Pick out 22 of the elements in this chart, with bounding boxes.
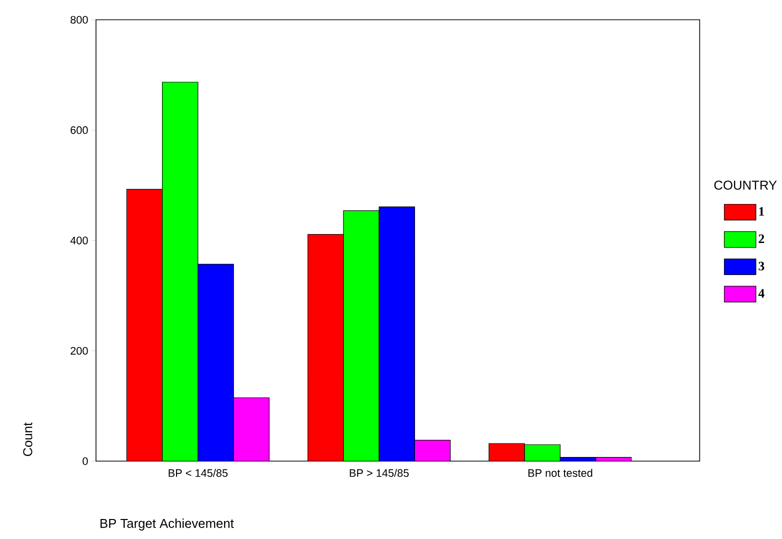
bar (378, 206, 416, 461)
x-tick-label: BP not tested (528, 468, 592, 477)
legend-label: 2 (758, 234, 764, 243)
legend-title: COUNTRY (714, 180, 777, 190)
x-tick-label: BP > 145/85 (350, 468, 409, 477)
bar (414, 440, 451, 461)
bar (162, 82, 198, 461)
x-axis-title: BP Target Achievement (100, 518, 234, 530)
y-axis-title: Count (23, 422, 32, 456)
bar (524, 444, 561, 461)
y-tick-label: 600 (70, 126, 88, 134)
legend-label: 4 (758, 288, 764, 298)
bar (343, 210, 380, 461)
legend-label: 1 (759, 207, 764, 216)
y-tick-label: 200 (70, 346, 88, 355)
y-tick-label: 800 (70, 16, 88, 24)
y-tick-label: 400 (70, 236, 88, 244)
y-tick-label: 0 (82, 457, 88, 465)
x-tick-label: BP < 145/85 (168, 468, 228, 477)
legend-label: 3 (758, 262, 764, 270)
bar (233, 397, 270, 461)
bar (198, 264, 234, 461)
